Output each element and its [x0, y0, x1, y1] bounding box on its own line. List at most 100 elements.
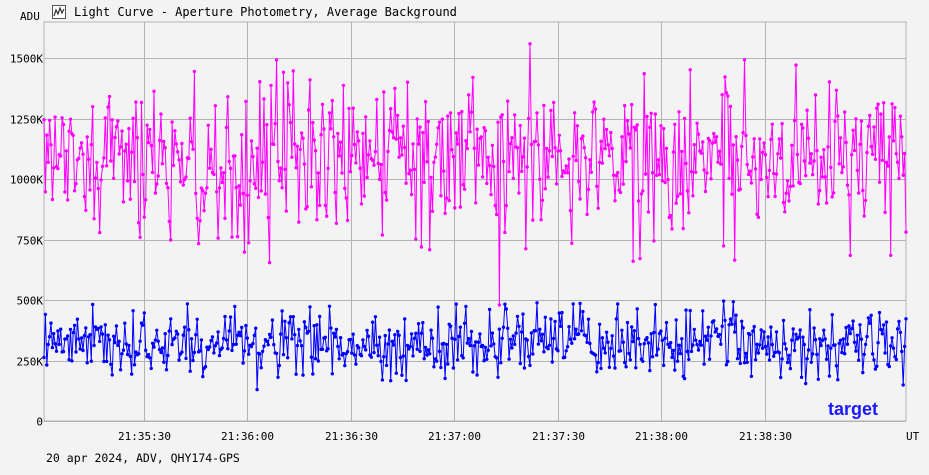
data-point	[596, 206, 600, 210]
data-point	[472, 344, 476, 348]
data-point	[684, 161, 688, 166]
data-point	[359, 354, 364, 358]
data-point	[841, 337, 845, 341]
data-point	[387, 128, 392, 133]
data-point	[556, 349, 560, 353]
data-point	[716, 160, 720, 164]
data-point	[260, 349, 265, 354]
data-point	[254, 326, 258, 330]
data-point	[254, 186, 258, 190]
data-point	[813, 338, 818, 342]
data-point	[359, 202, 364, 206]
data-point	[270, 318, 275, 322]
data-point	[611, 173, 616, 177]
data-point	[316, 359, 320, 363]
data-point	[234, 185, 238, 190]
data-point	[525, 338, 529, 342]
data-point	[726, 359, 730, 364]
data-point	[159, 350, 163, 355]
data-point	[215, 190, 219, 194]
data-point	[638, 256, 642, 261]
data-point	[801, 335, 805, 339]
data-point	[228, 166, 233, 171]
data-point	[717, 149, 722, 153]
data-point	[64, 149, 69, 153]
data-point	[148, 127, 152, 132]
data-point	[418, 125, 422, 129]
data-point	[157, 347, 162, 352]
data-point	[836, 114, 840, 118]
data-point	[620, 135, 624, 139]
data-point	[71, 133, 75, 138]
data-point	[344, 196, 348, 200]
data-point	[872, 358, 876, 362]
data-point	[545, 146, 549, 151]
data-point	[411, 142, 415, 146]
data-point	[883, 210, 887, 215]
data-point	[682, 116, 687, 121]
data-point	[567, 325, 571, 329]
data-point	[49, 321, 53, 325]
data-point	[46, 160, 50, 164]
data-point	[570, 241, 574, 245]
data-point	[70, 359, 74, 363]
data-point	[56, 329, 60, 333]
data-point	[632, 329, 637, 333]
light-curve-app-icon[interactable]	[52, 5, 66, 19]
data-point	[489, 192, 493, 197]
data-point	[492, 342, 496, 346]
data-point	[492, 164, 496, 169]
data-point	[171, 163, 176, 168]
data-point	[895, 327, 900, 331]
data-point	[701, 140, 705, 144]
data-point	[362, 194, 366, 198]
data-point	[125, 352, 130, 357]
data-point	[159, 112, 163, 116]
data-point	[354, 362, 358, 366]
data-point	[419, 245, 424, 249]
data-point	[740, 144, 744, 149]
data-point	[389, 379, 393, 383]
data-point	[59, 327, 63, 331]
data-point	[316, 171, 320, 175]
data-point	[302, 320, 307, 324]
data-point	[191, 147, 195, 151]
data-point	[105, 359, 109, 364]
data-point	[111, 334, 116, 338]
data-point	[398, 136, 403, 140]
data-point	[116, 119, 120, 123]
data-point	[478, 332, 482, 336]
data-point	[546, 347, 550, 351]
data-point	[382, 355, 386, 359]
data-point	[162, 360, 166, 364]
data-point	[649, 332, 653, 336]
data-point	[694, 338, 698, 342]
data-point	[664, 320, 669, 325]
data-point	[859, 337, 864, 341]
data-point	[309, 355, 314, 359]
data-point	[56, 166, 60, 171]
data-point	[567, 157, 571, 161]
data-point	[238, 333, 243, 338]
data-point	[887, 135, 891, 139]
data-point	[298, 147, 302, 152]
data-point	[529, 142, 534, 147]
data-point	[538, 327, 542, 331]
data-point	[373, 315, 378, 319]
data-point	[664, 146, 669, 151]
data-point	[575, 124, 580, 128]
data-point	[283, 167, 287, 171]
data-point	[157, 138, 162, 143]
data-point	[176, 332, 180, 336]
data-point	[735, 356, 740, 361]
data-point	[568, 208, 573, 213]
data-point	[247, 241, 251, 245]
data-point	[731, 143, 735, 147]
data-point	[634, 128, 638, 132]
data-point	[765, 352, 769, 356]
data-point	[167, 219, 171, 224]
data-point	[728, 104, 733, 109]
series-layer	[42, 42, 908, 392]
data-point	[429, 175, 433, 180]
data-point	[584, 333, 588, 338]
